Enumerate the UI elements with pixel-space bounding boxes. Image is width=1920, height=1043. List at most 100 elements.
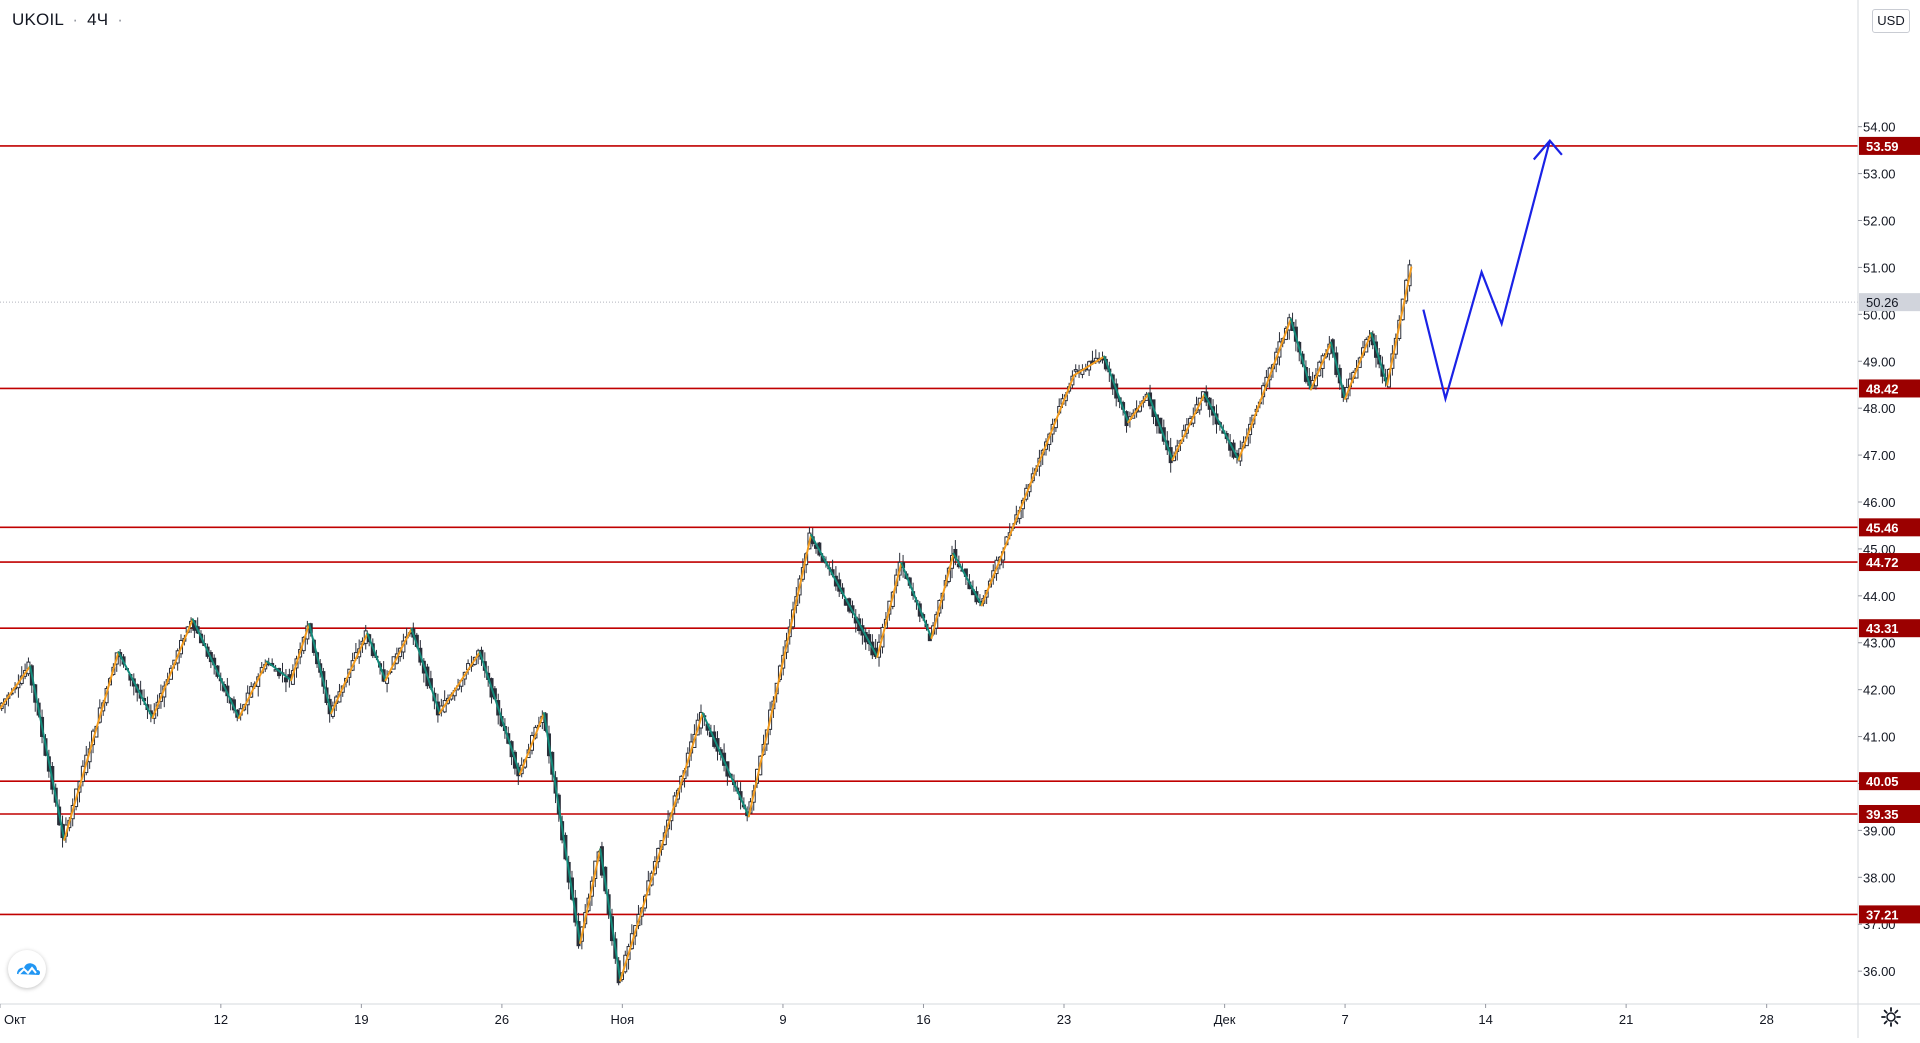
- zigzag-up-leg: [876, 561, 903, 658]
- zigzag-down-leg: [29, 665, 66, 841]
- gear-icon[interactable]: [1880, 1006, 1902, 1028]
- zigzag-up-leg: [1237, 318, 1292, 461]
- zigzag-down-leg: [308, 622, 333, 715]
- time-tick-label: Дек: [1214, 1012, 1236, 1027]
- price-tick-label: 51.00: [1863, 260, 1896, 275]
- level-label-bg: [1859, 772, 1920, 791]
- zigzag-up-leg: [1344, 332, 1373, 400]
- zigzag-down-leg: [1103, 355, 1130, 424]
- time-tick-label: 23: [1057, 1012, 1071, 1027]
- time-tick-label: 9: [779, 1012, 786, 1027]
- zigzag-down-leg: [366, 632, 387, 682]
- zigzag-up-leg: [1309, 341, 1333, 391]
- price-tick-label: 41.00: [1863, 730, 1896, 745]
- level-labels: 53.59 48.42 45.46 44.72 43.31 40.05 39.35 37.21…: [1859, 136, 1920, 924]
- price-tick-label: 46.00: [1863, 495, 1896, 510]
- time-tick-label: 26: [495, 1012, 509, 1027]
- symbol-name: UKOIL: [12, 10, 64, 29]
- price-tick-label: 54.00: [1863, 120, 1896, 135]
- zigzag-down-leg: [701, 712, 750, 818]
- tradingview-cloud-icon[interactable]: [8, 950, 46, 988]
- level-label: 45.46: [1866, 520, 1899, 535]
- price-tick-label: 44.00: [1863, 589, 1896, 604]
- candle-body: [283, 677, 288, 683]
- level-label-bg: [1859, 905, 1920, 924]
- zigzag-up-leg: [63, 651, 120, 841]
- zigzag-down-leg: [1289, 318, 1312, 391]
- zigzag-down-leg: [900, 561, 933, 640]
- zigzag-up-leg: [930, 552, 955, 640]
- zigzag-down-leg: [191, 618, 240, 719]
- zigzag-up-leg: [290, 622, 311, 682]
- time-tick-label: Окт: [4, 1012, 26, 1027]
- zigzag-down-leg: [410, 627, 441, 715]
- zigzag-up-leg: [384, 627, 413, 682]
- zigzag-up-leg: [237, 660, 269, 719]
- price-tick-label: 48.00: [1863, 401, 1896, 416]
- zigzag-down-leg: [1330, 341, 1347, 400]
- price-tick-label: 52.00: [1863, 214, 1896, 229]
- level-label: 53.59: [1866, 139, 1899, 154]
- zigzag-up-leg: [980, 374, 1076, 607]
- last-price-label: 50.26: [1866, 295, 1899, 310]
- forecast-path: [1422, 139, 1563, 404]
- time-tick-label: Ноя: [611, 1012, 635, 1027]
- time-tick-label: 16: [916, 1012, 930, 1027]
- zigzag-up-leg: [0, 665, 32, 710]
- level-label-bg: [1859, 619, 1920, 638]
- zigzag-up-leg: [619, 712, 704, 982]
- time-tick-label: 12: [214, 1012, 228, 1027]
- zigzag-down-leg: [266, 660, 293, 682]
- zigzag-up-leg: [151, 618, 194, 719]
- time-tick-label: 21: [1619, 1012, 1633, 1027]
- level-label: 48.42: [1866, 381, 1899, 396]
- zigzag-up-leg: [1386, 266, 1413, 386]
- price-tick-label: 43.00: [1863, 636, 1896, 651]
- candles: [0, 259, 1412, 986]
- zigzag-up-leg: [518, 712, 546, 776]
- forecast-arrowhead: [1532, 139, 1563, 161]
- price-tick-label: 53.00: [1863, 167, 1896, 182]
- level-lines: [0, 145, 1858, 916]
- zigzag-up-leg: [1127, 393, 1150, 424]
- level-label-bg: [1859, 379, 1920, 398]
- zigzag-up-leg: [747, 533, 813, 818]
- price-tick-label: 49.00: [1863, 354, 1896, 369]
- level-label: 37.21: [1866, 907, 1899, 922]
- zigzag-down-leg: [117, 651, 154, 719]
- time-axis: Окт 12 19 26 Ноя 9 16 23 Дек 7 14 21 28: [0, 1003, 1920, 1027]
- level-label-bg: [1859, 804, 1920, 823]
- zigzag-down-leg: [952, 552, 983, 607]
- zigzag-up-leg: [1171, 393, 1206, 461]
- zigzag-down-leg: [478, 651, 521, 776]
- candle-body: [1073, 369, 1078, 372]
- level-label-bg: [1859, 553, 1920, 572]
- price-tick-label: 47.00: [1863, 448, 1896, 463]
- time-tick-label: 28: [1759, 1012, 1773, 1027]
- forecast-line: [1422, 140, 1551, 404]
- price-tick-label: 38.00: [1863, 870, 1896, 885]
- zigzag-down-leg: [1147, 393, 1174, 461]
- price-tick-label: 42.00: [1863, 683, 1896, 698]
- price-tick-label: 36.00: [1863, 964, 1896, 979]
- time-tick-label: 7: [1341, 1012, 1348, 1027]
- separator-dot: ·: [117, 10, 124, 29]
- zigzag-down-leg: [543, 712, 582, 945]
- zigzag-up-leg: [1073, 355, 1106, 377]
- zigzag-up-leg: [438, 651, 481, 715]
- last-price-label-bg: [1859, 293, 1920, 312]
- currency-button[interactable]: USD: [1872, 9, 1910, 33]
- symbol-legend[interactable]: UKOIL · 4Ч ·: [12, 10, 127, 30]
- zigzag-up-leg: [579, 848, 602, 945]
- level-label: 44.72: [1866, 555, 1899, 570]
- level-label-bg: [1859, 136, 1920, 155]
- zigzag-down-leg: [1203, 393, 1240, 461]
- zigzag-up-leg: [330, 632, 369, 715]
- level-label: 43.31: [1866, 621, 1899, 636]
- zigzag-legs: [0, 266, 1413, 982]
- level-label: 40.05: [1866, 774, 1899, 789]
- level-label: 39.35: [1866, 807, 1899, 822]
- price-tick-label: 39.00: [1863, 823, 1896, 838]
